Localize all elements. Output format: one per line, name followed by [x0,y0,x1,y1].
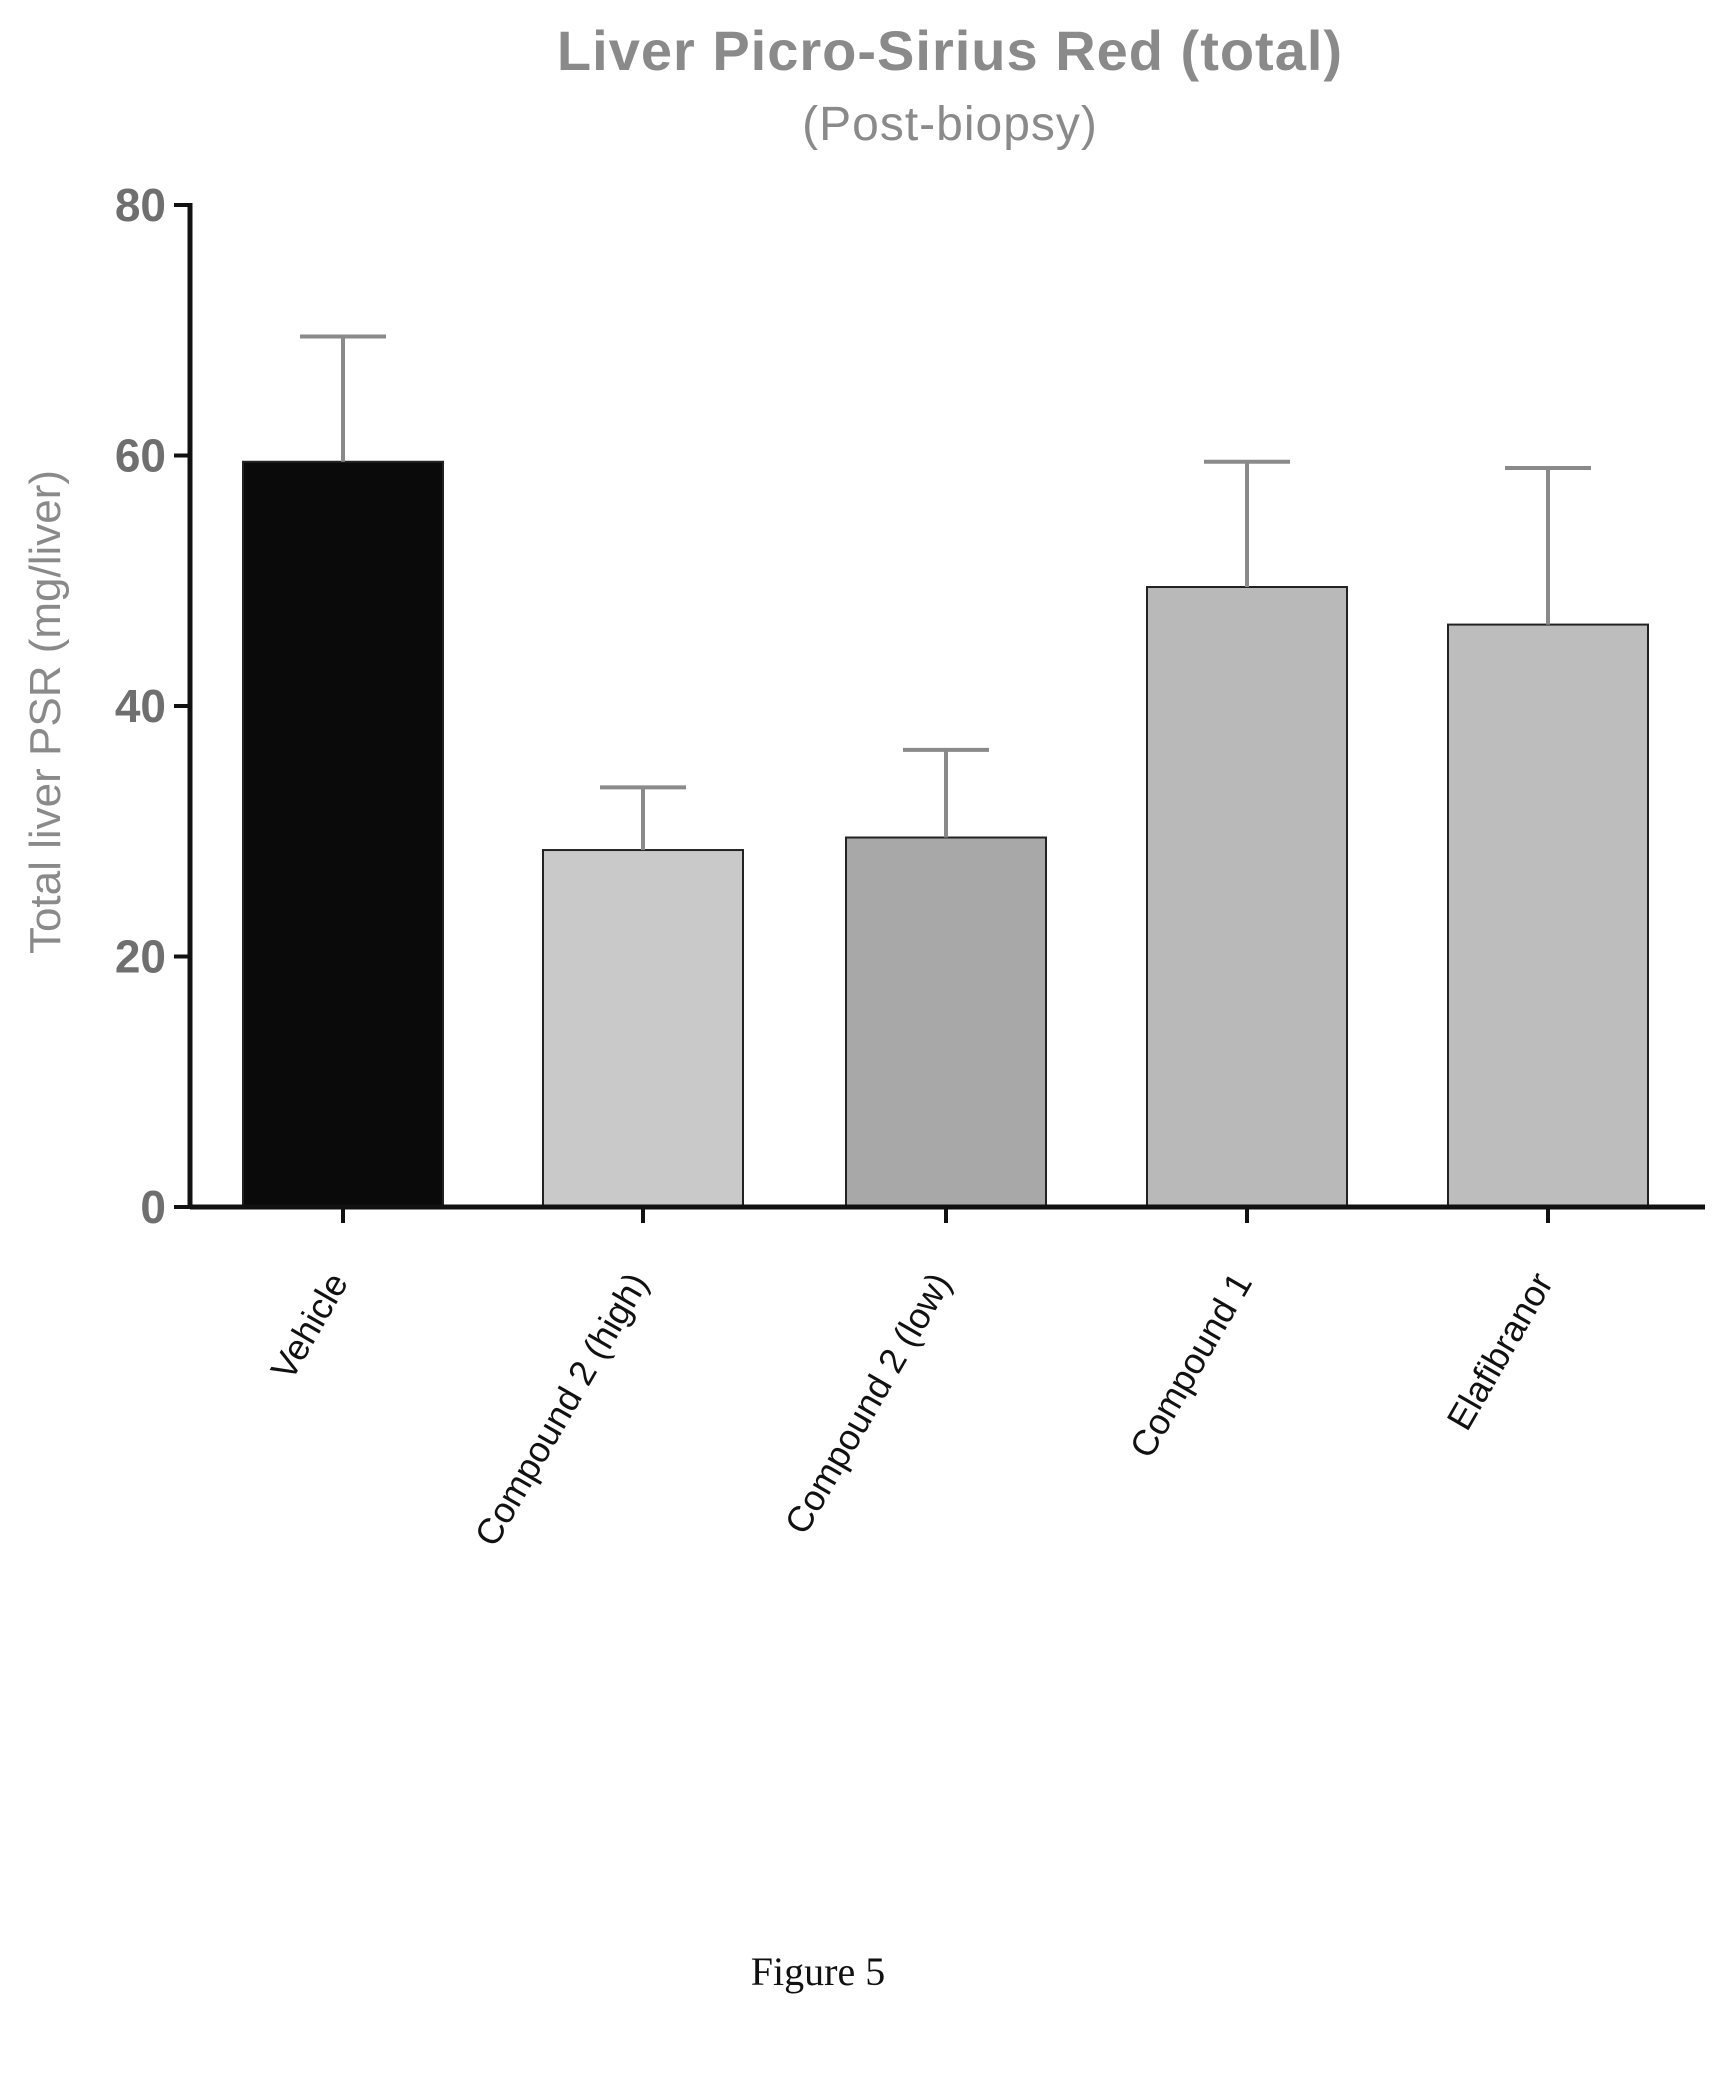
y-tick-label-40: 40 [115,680,166,732]
plot-area: 0 20 40 60 80 Vehicle Compound 2 (high) Compoun… [115,179,1705,1553]
bar-4 [1146,586,1348,1208]
figure-caption: Figure 5 [751,1949,885,1994]
bar-3 [845,836,1047,1208]
x-category-label-1: Vehicle [262,1266,356,1387]
x-category-label-3: Compound 2 (low) [776,1266,959,1541]
chart-subtitle: (Post-biopsy) [802,98,1098,151]
bar-2 [542,849,744,1208]
x-category-label-4: Compound 1 [1121,1266,1260,1465]
bar-5 [1447,623,1649,1208]
x-category-label-2: Compound 2 (high) [466,1266,656,1553]
y-tick-label-60: 60 [115,430,166,482]
y-tick-label-80: 80 [115,179,166,231]
chart-title: Liver Picro-Sirius Red (total) [557,19,1343,82]
y-tick-label-20: 20 [115,931,166,983]
y-axis-label: Total liver PSR (mg/liver) [21,470,70,954]
x-category-label-5: Elafibranor [1438,1265,1561,1436]
bar-1 [242,460,444,1208]
y-tick-label-0: 0 [140,1181,166,1233]
